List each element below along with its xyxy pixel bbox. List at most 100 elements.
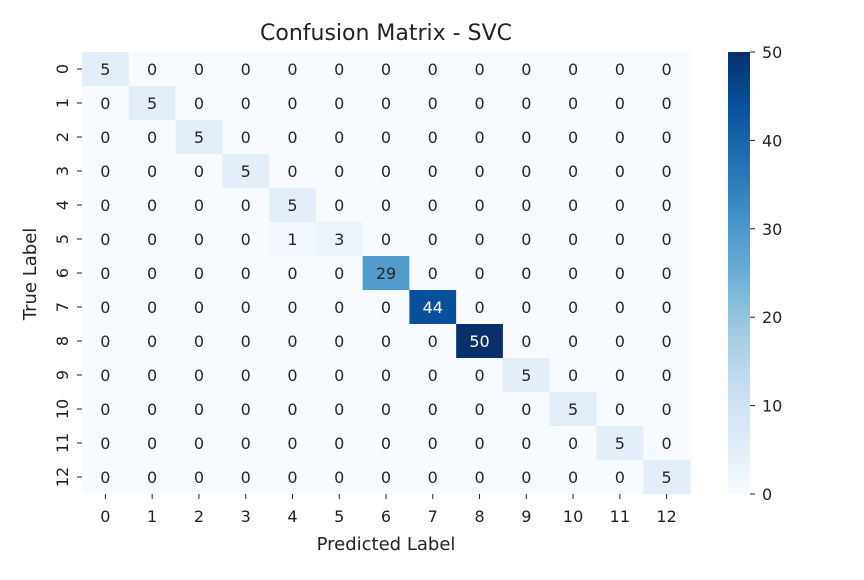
cell-value-label: 0: [241, 400, 251, 419]
y-tick-label: 3: [53, 166, 72, 176]
cell-value-label: 0: [662, 60, 672, 79]
cell-value-label: 0: [474, 128, 484, 147]
x-tick-label: 11: [610, 507, 630, 526]
heatmap-cell: [82, 358, 130, 393]
heatmap-cell: [596, 120, 644, 155]
cell-value-label: 0: [194, 196, 204, 215]
cell-value-label: 0: [381, 332, 391, 351]
heatmap-cell: [362, 426, 410, 461]
cell-value-label: 0: [194, 60, 204, 79]
cell-value-label: 0: [615, 332, 625, 351]
y-axis-label: True Label: [20, 228, 41, 322]
cell-value-label: 0: [334, 60, 344, 79]
cell-value-label: 0: [662, 400, 672, 419]
heatmap-cell: [175, 120, 223, 155]
cell-value-label: 0: [194, 468, 204, 487]
heatmap-cell: [128, 188, 177, 223]
cell-value-label: 0: [194, 434, 204, 453]
heatmap-cell: [502, 324, 551, 359]
cell-value-label: 0: [521, 332, 531, 351]
heatmap-cells: [82, 52, 691, 495]
cell-value-label: 0: [241, 60, 251, 79]
cell-value-label: 0: [241, 468, 251, 487]
heatmap-cell: [315, 426, 364, 461]
cell-value-label: 0: [615, 196, 625, 215]
heatmap-cell: [596, 324, 644, 359]
heatmap-cell: [269, 222, 317, 257]
cell-value-label: 0: [334, 332, 344, 351]
cell-value-label: 0: [568, 332, 578, 351]
cell-value-label: 0: [521, 94, 531, 113]
x-tick-label: 7: [428, 507, 438, 526]
cell-value-label: 0: [334, 162, 344, 181]
cell-value-label: 0: [381, 196, 391, 215]
colorbar-tick-label: 20: [762, 308, 782, 327]
y-tick-label: 4: [53, 200, 72, 210]
heatmap-cell: [315, 188, 364, 223]
heatmap-cell: [409, 290, 457, 325]
cell-value-label: 0: [147, 468, 157, 487]
cell-value-label: 0: [287, 366, 297, 385]
heatmap-cell: [315, 52, 364, 87]
cell-value-label: 5: [287, 196, 297, 215]
heatmap-cell: [222, 392, 270, 427]
heatmap-cell: [82, 290, 130, 325]
heatmap-cell: [596, 188, 644, 223]
cell-value-label: 0: [428, 332, 438, 351]
cell-value-label: 0: [381, 60, 391, 79]
cell-value-label: 0: [287, 468, 297, 487]
heatmap-cell: [82, 120, 130, 155]
cell-value-label: 0: [474, 94, 484, 113]
cell-value-label: 0: [568, 128, 578, 147]
x-tick-label: 2: [194, 507, 204, 526]
heatmap-cell: [222, 460, 270, 495]
heatmap-cell: [456, 324, 504, 359]
cell-value-label: 0: [287, 94, 297, 113]
heatmap-cell: [82, 222, 130, 257]
heatmap-cell: [175, 256, 223, 291]
heatmap-cell: [362, 324, 410, 359]
heatmap-cell: [456, 358, 504, 393]
heatmap-cell: [502, 188, 551, 223]
cell-value-label: 0: [334, 434, 344, 453]
heatmap-cell: [456, 120, 504, 155]
x-tick-label: 6: [381, 507, 391, 526]
heatmap-cell: [409, 426, 457, 461]
cell-value-label: 0: [521, 264, 531, 283]
heatmap-cell: [596, 290, 644, 325]
heatmap-cell: [362, 392, 410, 427]
heatmap-cell: [596, 256, 644, 291]
cell-value-label: 0: [147, 332, 157, 351]
heatmap-cell: [222, 290, 270, 325]
heatmap-cell: [128, 86, 177, 121]
heatmap-cell: [643, 426, 691, 461]
heatmap-cell: [409, 222, 457, 257]
x-tick-label: 1: [147, 507, 157, 526]
cell-value-label: 0: [287, 434, 297, 453]
heatmap-cell: [549, 86, 597, 121]
cell-value-label: 0: [521, 60, 531, 79]
heatmap-cell: [269, 460, 317, 495]
y-tick-label: 10: [53, 399, 72, 419]
heatmap-cell: [643, 222, 691, 257]
cell-value-label: 0: [100, 400, 110, 419]
cell-value-label: 0: [194, 94, 204, 113]
cell-value-label: 0: [287, 400, 297, 419]
cell-value-label: 0: [615, 162, 625, 181]
cell-value-label: 0: [241, 298, 251, 317]
cell-value-label: 0: [615, 60, 625, 79]
chart-title: Confusion Matrix - SVC: [260, 21, 512, 46]
x-tick-label: 12: [656, 507, 676, 526]
cell-value-label: 50: [469, 332, 489, 351]
heatmap-cell: [456, 392, 504, 427]
cell-value-label: 0: [334, 94, 344, 113]
heatmap-cell: [409, 86, 457, 121]
heatmap-cell: [502, 222, 551, 257]
cell-value-label: 0: [241, 332, 251, 351]
heatmap-cell: [175, 324, 223, 359]
y-tick-label: 1: [53, 98, 72, 108]
heatmap-cell: [409, 460, 457, 495]
cell-value-label: 0: [194, 366, 204, 385]
heatmap-cell: [222, 86, 270, 121]
